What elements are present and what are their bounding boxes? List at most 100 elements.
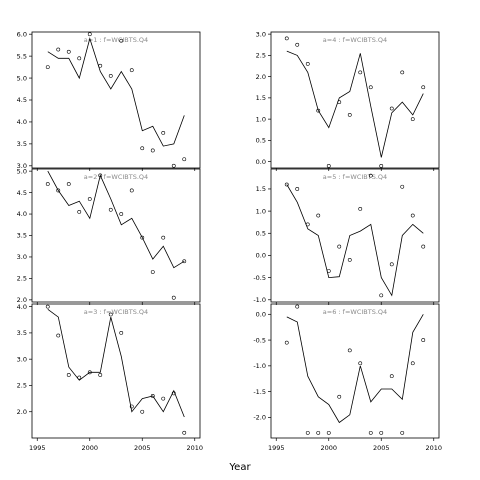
observed-point: [56, 47, 61, 52]
observed-point: [295, 42, 300, 47]
observed-point: [108, 73, 113, 78]
y-tick-label: 1.5: [256, 94, 266, 102]
data-layer: [45, 304, 187, 435]
y-tick-label: 2.0: [256, 73, 266, 81]
x-tick-label: 2000: [320, 444, 337, 452]
data-layer: [284, 304, 426, 435]
y-tick-label: 2.5: [256, 52, 266, 60]
y-tick-label: 2.0: [17, 408, 27, 416]
observed-point: [337, 244, 342, 249]
observed-point: [316, 108, 321, 113]
observed-point: [284, 182, 289, 187]
observed-point: [161, 131, 166, 135]
panel-title: a=3 : f=WCIBTS.Q4: [84, 308, 148, 316]
observed-point: [87, 32, 92, 37]
observed-point: [347, 257, 352, 262]
observed-point: [284, 340, 289, 345]
panel-frame: [31, 31, 201, 169]
observed-point: [337, 394, 342, 399]
y-tick-label: 0.5: [256, 229, 266, 237]
observed-point: [87, 197, 92, 201]
y-tick-label: 2.5: [17, 275, 27, 283]
chart-panel: a=6 : f=WCIBTS.Q4 -2.0 -1.5 -1.0 -0.5 0.0 1995…: [253, 303, 442, 452]
x-tick-label: 2005: [373, 444, 390, 452]
observed-point: [45, 65, 50, 69]
y-tick-label: 4.0: [17, 118, 27, 126]
y-tick-label: 0.0: [256, 311, 266, 319]
panel-frame: [270, 303, 440, 439]
panel-title: a=4 : f=WCIBTS.Q4: [323, 36, 387, 44]
fitted-line: [286, 184, 424, 297]
observed-point: [326, 163, 331, 168]
observed-point: [182, 157, 187, 162]
y-tick-label: 1.0: [256, 115, 266, 123]
x-tick-label: 2010: [425, 444, 442, 452]
panel-frame: [31, 303, 201, 439]
y-tick-label: 3.5: [17, 140, 27, 148]
observed-point: [358, 361, 363, 366]
y-tick-label: 3.5: [17, 232, 27, 240]
observed-point: [337, 100, 342, 105]
observed-point: [368, 430, 373, 435]
observed-point: [389, 262, 394, 267]
data-layer: [45, 32, 187, 168]
panel-title: a=6 : f=WCIBTS.Q4: [323, 308, 387, 316]
observed-point: [379, 163, 384, 168]
observed-point: [400, 70, 405, 75]
observed-point: [410, 213, 415, 218]
y-tick-label: -1.0: [253, 296, 266, 304]
observed-point: [171, 163, 176, 168]
observed-point: [171, 295, 176, 300]
observed-point: [98, 173, 103, 178]
x-tick-label: 2010: [186, 444, 203, 452]
panel-title: a=5 : f=WCIBTS.Q4: [323, 173, 387, 181]
observed-point: [119, 331, 124, 335]
y-tick-label: 0.5: [256, 137, 266, 145]
observed-point: [98, 373, 103, 377]
y-tick-label: -0.5: [253, 274, 266, 282]
x-tick-label: 2005: [134, 444, 151, 452]
observed-point: [108, 207, 113, 212]
observed-point: [347, 112, 352, 117]
observed-point: [140, 146, 145, 151]
observed-point: [305, 222, 310, 227]
observed-point: [379, 430, 384, 435]
observed-point: [77, 210, 82, 214]
observed-point: [368, 85, 373, 90]
y-tick-label: 5.0: [17, 167, 27, 175]
y-tick-label: 4.0: [17, 210, 27, 218]
y-tick-label: 2.0: [17, 296, 27, 304]
y-tick-label: 0.0: [256, 252, 266, 260]
fitted-line: [47, 308, 185, 418]
y-tick-label: 1.5: [256, 185, 266, 193]
observed-point: [150, 270, 155, 274]
y-tick-label: 3.0: [17, 162, 27, 170]
observed-point: [77, 56, 82, 61]
observed-point: [421, 338, 426, 342]
observed-point: [400, 184, 405, 189]
observed-point: [119, 38, 124, 43]
observed-point: [66, 49, 71, 54]
observed-point: [421, 244, 426, 249]
y-tick-label: 4.0: [17, 303, 27, 311]
observed-point: [410, 361, 415, 366]
observed-point: [182, 259, 187, 264]
fitted-line: [286, 314, 424, 424]
y-tick-label: 4.5: [17, 189, 27, 197]
y-tick-label: -1.5: [253, 388, 266, 396]
y-tick-label: -0.5: [253, 336, 266, 344]
observed-point: [56, 188, 61, 193]
observed-point: [326, 269, 331, 273]
y-tick-label: 3.0: [17, 253, 27, 261]
observed-point: [368, 173, 373, 178]
observed-point: [389, 374, 394, 379]
data-layer: [284, 173, 426, 298]
y-tick-label: -1.0: [253, 362, 266, 370]
panel-frame: [270, 31, 440, 169]
observed-point: [98, 63, 103, 68]
chart-panel: a=5 : f=WCIBTS.Q4 -1.0 -0.5 0.0 0.5 1.0 1.5: [253, 168, 440, 305]
observed-point: [284, 36, 289, 41]
panel-title: a=1 : f=WCIBTS.Q4: [84, 36, 148, 44]
panel-frame: [270, 168, 440, 303]
